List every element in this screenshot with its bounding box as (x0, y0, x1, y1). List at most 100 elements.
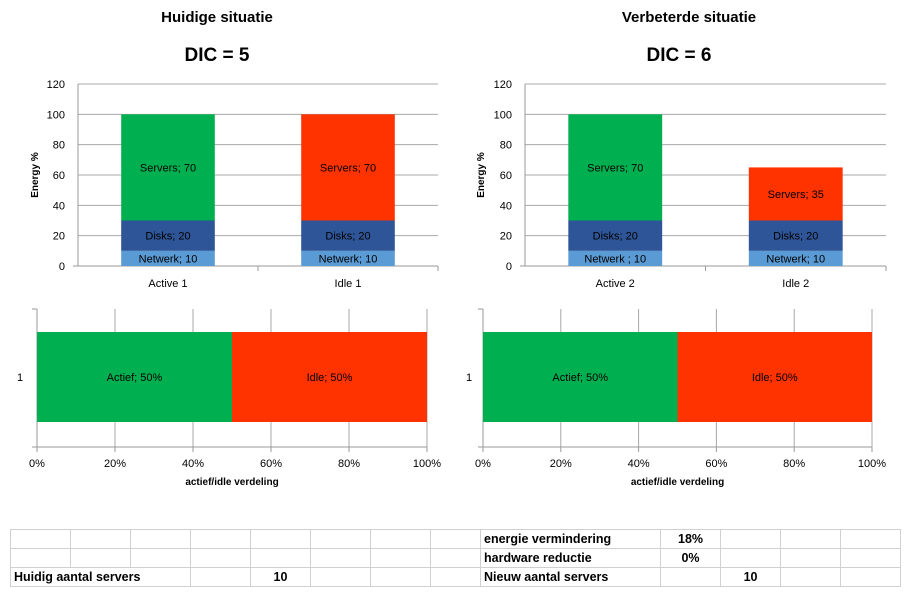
chart3-x-tick-label: 60% (260, 458, 282, 470)
energie-vermindering-value[interactable]: 18% (660, 529, 722, 549)
huidig-aantal-servers-label[interactable]: Huidig aantal servers (10, 567, 191, 587)
sheet-row-3: Huidig aantal servers 10 Nieuw aantal se… (10, 567, 902, 587)
cell[interactable] (370, 567, 431, 587)
hardware-reductie-label[interactable]: hardware reductie (479, 548, 662, 568)
cell[interactable] (720, 529, 782, 549)
chart1-y-tick-label: 100 (47, 109, 65, 121)
sheet-row-1: energie vermindering 18% (10, 529, 902, 549)
chart1-y-tick-label: 60 (53, 170, 65, 182)
cell[interactable] (130, 529, 191, 549)
chart4-x-tick-label: 100% (858, 458, 886, 470)
chart2-data-label-disks-2: Disks; 20 (773, 231, 818, 243)
chart3-x-axis-label: actief/idle verdeling (185, 477, 278, 488)
chart2-bar-netwerk-2 (748, 250, 843, 266)
chart4-x-tick-label: 0% (475, 458, 491, 470)
huidig-aantal-servers-value[interactable]: 10 (250, 567, 311, 587)
chart2-y-tick-label: 20 (500, 231, 512, 243)
chart1-y-tick-label: 40 (53, 200, 65, 212)
chart1-bar-servers-1 (121, 114, 215, 221)
chart1-data-label-netwerk-2: Netwerk; 10 (319, 253, 378, 265)
cell[interactable] (370, 548, 431, 568)
chart2-y-tick-label: 120 (494, 79, 512, 91)
cell[interactable] (130, 548, 191, 568)
cell[interactable] (250, 548, 311, 568)
cell[interactable] (310, 548, 371, 568)
cell[interactable] (430, 529, 481, 549)
chart3-category-label: 1 (17, 372, 23, 384)
chart1-bar-netwerk-1 (121, 250, 215, 266)
chart2-y-tick-label: 80 (500, 140, 512, 152)
dic-improved: DIC = 6 (646, 45, 712, 66)
sheet-row-2: hardware reductie 0% (10, 548, 902, 568)
panel-title-improved: Verbeterde situatie (621, 9, 757, 26)
chart4-x-tick-label: 80% (783, 458, 805, 470)
cell[interactable] (780, 567, 842, 587)
cell[interactable] (190, 529, 251, 549)
cell[interactable] (780, 529, 842, 549)
cell[interactable] (310, 567, 371, 587)
chart1-data-label-servers-1: Servers; 70 (140, 162, 196, 174)
chart2-category-label: Active 2 (596, 278, 635, 290)
chart1-data-label-netwerk-1: Netwerk; 10 (139, 253, 198, 265)
cell[interactable] (780, 548, 842, 568)
cell[interactable] (190, 567, 251, 587)
nieuw-aantal-servers-value[interactable]: 10 (720, 567, 782, 587)
chart2-y-tick-label: 0 (506, 261, 512, 273)
chart1-category-label: Active 1 (148, 278, 187, 290)
chart1-category-label: Idle 1 (335, 278, 362, 290)
chart1-y-tick-label: 20 (53, 231, 65, 243)
cell[interactable] (430, 548, 481, 568)
chart2-category-label: Idle 2 (782, 278, 809, 290)
chart1-y-tick-label: 120 (47, 79, 65, 91)
chart3-data-label-idle: Idle; 50% (307, 372, 353, 384)
dic-current: DIC = 5 (184, 45, 250, 66)
chart1-bar-servers-2 (301, 114, 395, 221)
chart1-y-tick-label: 0 (59, 261, 65, 273)
chart2-y-tick-label: 100 (494, 109, 512, 121)
cell[interactable] (720, 548, 782, 568)
chart3-data-label-actief: Actief; 50% (107, 372, 163, 384)
cell[interactable] (190, 548, 251, 568)
panel-title-current: Huidige situatie (161, 9, 273, 26)
chart2-data-label-servers-1: Servers; 70 (587, 162, 643, 174)
chart2-bar-servers-1 (568, 114, 663, 221)
hardware-reductie-value[interactable]: 0% (660, 548, 722, 568)
chart4-x-tick-label: 40% (628, 458, 650, 470)
chart4-data-label-actief: Actief; 50% (552, 372, 608, 384)
chart2-data-label-netwerk-1: Netwerk ; 10 (584, 253, 646, 265)
chart4-bar-idle (677, 332, 872, 422)
cell[interactable] (840, 548, 902, 568)
cell[interactable] (660, 567, 722, 587)
chart1-data-label-disks-1: Disks; 20 (145, 231, 190, 243)
chart3-bar-actief (37, 332, 232, 422)
chart3-bar-idle (232, 332, 427, 422)
chart2-bar-servers-2 (748, 167, 843, 221)
chart4-x-axis-label: actief/idle verdeling (631, 477, 724, 488)
chart1-bar-disks-1 (121, 220, 215, 251)
chart1-bar-disks-2 (301, 220, 395, 251)
summary-sheet: energie vermindering 18% hardware reduct… (10, 529, 902, 587)
cell[interactable] (250, 529, 311, 549)
cell[interactable] (840, 567, 902, 587)
chart4-category-label: 1 (466, 372, 472, 384)
cell[interactable] (370, 529, 431, 549)
cell[interactable] (70, 529, 131, 549)
nieuw-aantal-servers-label[interactable]: Nieuw aantal servers (479, 567, 662, 587)
chart1-bar-netwerk-2 (301, 250, 395, 266)
chart1-data-label-disks-2: Disks; 20 (325, 231, 370, 243)
cell[interactable] (310, 529, 371, 549)
energie-vermindering-label[interactable]: energie vermindering (479, 529, 662, 549)
chart1-y-tick-label: 80 (53, 140, 65, 152)
cell[interactable] (70, 548, 131, 568)
chart2-bar-netwerk-1 (568, 250, 663, 266)
cell[interactable] (10, 548, 71, 568)
cell[interactable] (840, 529, 902, 549)
chart4-data-label-idle: Idle; 50% (752, 372, 798, 384)
chart2-data-label-servers-2: Servers; 35 (768, 189, 824, 201)
chart4-x-tick-label: 60% (705, 458, 727, 470)
chart2-data-label-disks-1: Disks; 20 (593, 231, 638, 243)
cell[interactable] (430, 567, 481, 587)
chart2-y-tick-label: 60 (500, 170, 512, 182)
cell[interactable] (10, 529, 71, 549)
